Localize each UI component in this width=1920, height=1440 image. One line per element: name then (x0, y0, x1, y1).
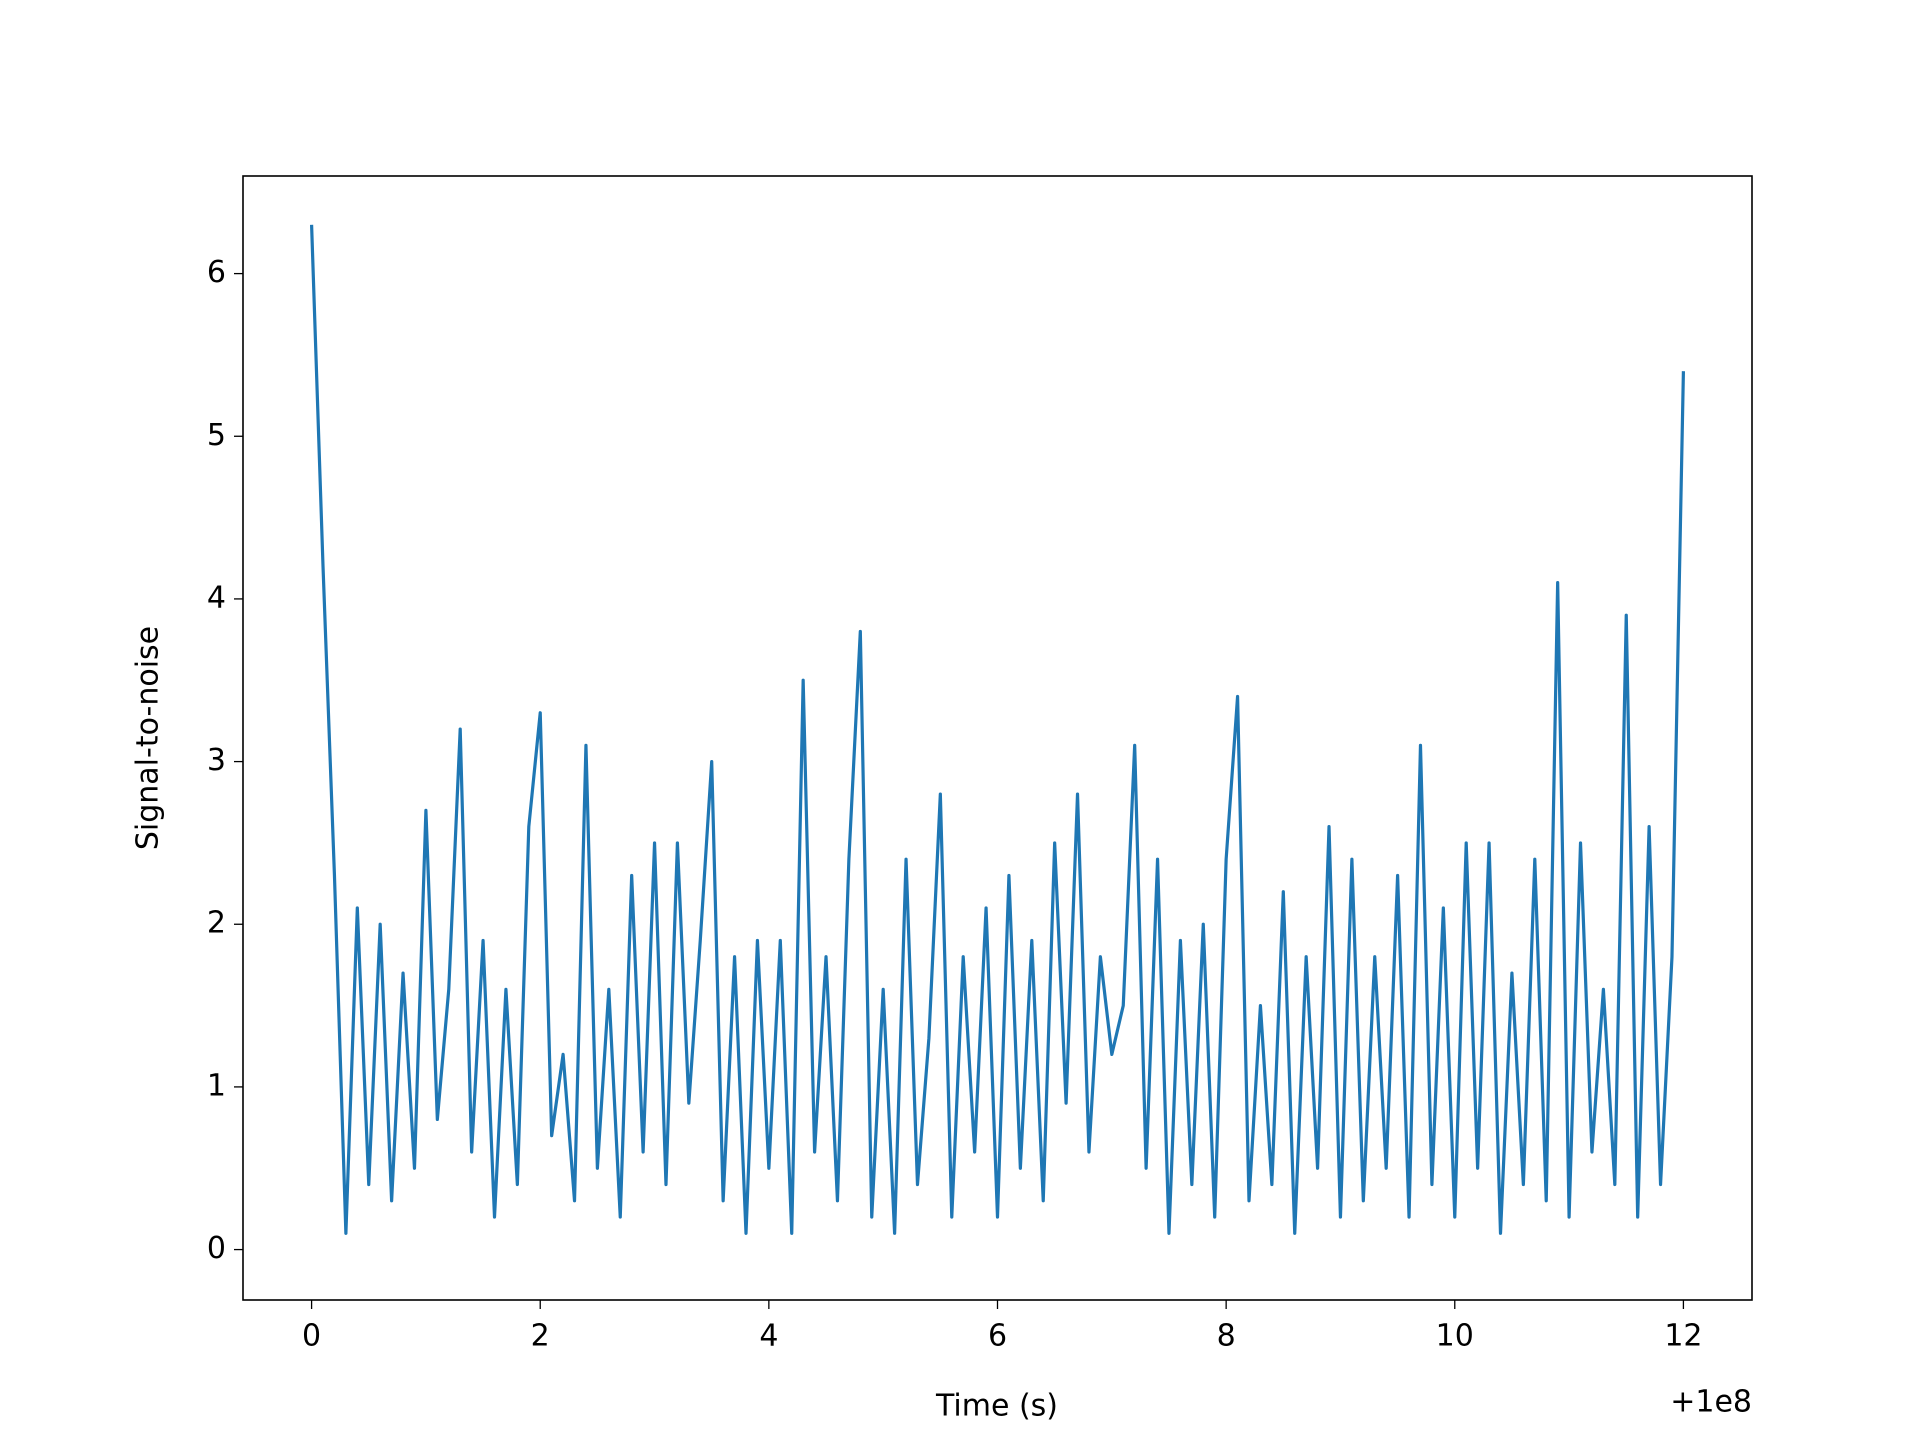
x-tick-label: 0 (302, 1319, 321, 1354)
y-tick-label: 0 (207, 1231, 226, 1266)
x-tick-label: 2 (531, 1319, 550, 1354)
y-tick-label: 1 (207, 1068, 226, 1103)
x-tick-label: 10 (1436, 1319, 1474, 1354)
x-tick-label: 12 (1664, 1319, 1702, 1354)
x-tick-label: 6 (988, 1319, 1007, 1354)
y-tick-label: 3 (207, 743, 226, 778)
x-axis-label: Time (s) (935, 1389, 1058, 1424)
y-tick-label: 5 (207, 418, 226, 453)
x-tick-label: 4 (759, 1319, 778, 1354)
x-offset-label: +1e8 (1670, 1385, 1752, 1420)
y-tick-label: 6 (207, 255, 226, 290)
y-tick-label: 2 (207, 906, 226, 941)
data-line (309, 224, 1686, 1235)
x-tick-label: 8 (1217, 1319, 1236, 1354)
y-tick-label: 4 (207, 580, 226, 615)
plot-frame (242, 175, 1753, 1301)
y-axis-label: Signal-to-noise (131, 626, 166, 850)
